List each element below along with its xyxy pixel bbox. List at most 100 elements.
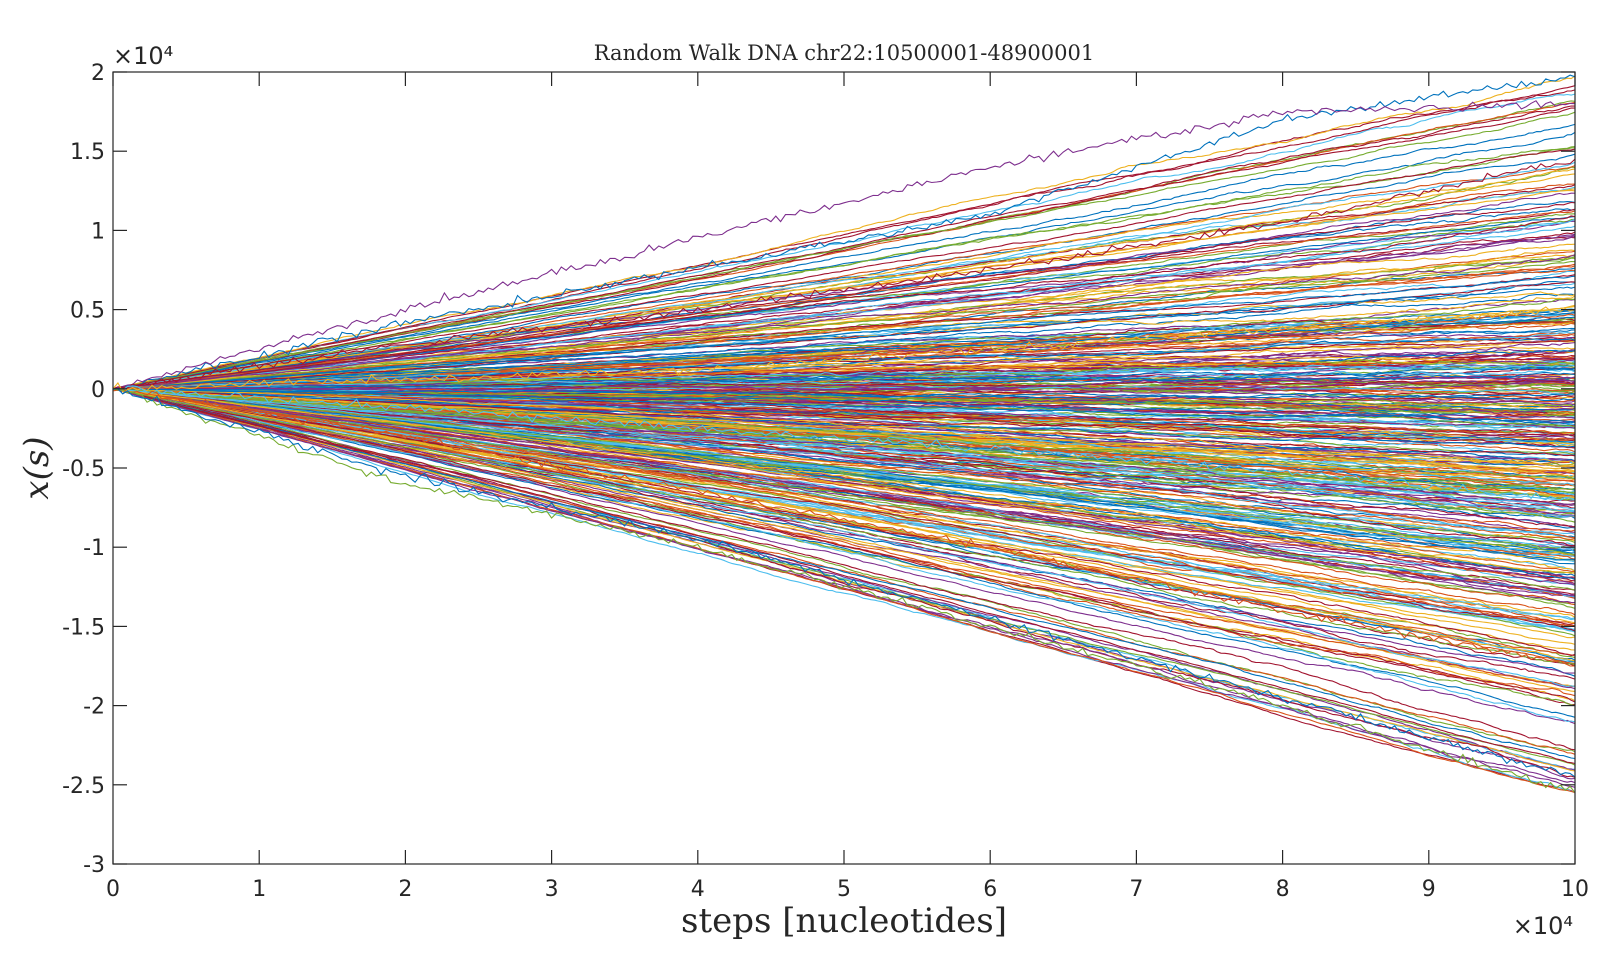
series-line xyxy=(112,366,1576,390)
series-line xyxy=(112,388,1576,464)
series-line-sample xyxy=(112,388,1576,778)
series-line xyxy=(112,388,1576,662)
y-tick-label: -2 xyxy=(83,695,105,720)
y-tick-label: -2.5 xyxy=(62,774,105,799)
series-line xyxy=(112,388,1576,784)
series-layer xyxy=(112,74,1576,794)
series-line xyxy=(112,388,1576,480)
series-line xyxy=(112,201,1576,390)
x-tick-label: 8 xyxy=(1276,877,1290,902)
series-line xyxy=(112,388,1576,456)
x-tick-label: 10 xyxy=(1561,877,1589,902)
series-line xyxy=(112,388,1576,434)
y-tick-label: -1.5 xyxy=(62,615,105,640)
x-tick-label: 0 xyxy=(106,877,120,902)
series-line xyxy=(112,388,1576,778)
series-line xyxy=(112,260,1576,390)
series-line xyxy=(112,388,1576,666)
y-tick-label: 1 xyxy=(91,219,105,244)
series-line xyxy=(112,148,1576,390)
series-line xyxy=(112,388,1576,760)
series-line xyxy=(112,220,1576,390)
x-axis-exponent: ×10⁴ xyxy=(1513,912,1573,940)
series-line-sample xyxy=(112,388,1575,667)
series-line xyxy=(112,168,1576,390)
series-line xyxy=(112,388,1576,616)
y-tick-label: -1 xyxy=(83,536,105,561)
x-tick-label: 2 xyxy=(398,877,412,902)
chart-title: Random Walk DNA chr22:10500001-48900001 xyxy=(594,41,1094,65)
series-line xyxy=(112,388,1576,723)
axes-layer: 0 1 2 3 4 5 6 7 8 9 10 2 1.5 1 0.5 0 -0.5 -1 -1.5 -2 -2.5 -3 xyxy=(62,61,1589,902)
series-line xyxy=(112,75,1576,390)
series-line xyxy=(112,388,1576,627)
series-line xyxy=(112,388,1576,718)
series-line xyxy=(112,249,1576,390)
series-line xyxy=(112,243,1576,390)
series-line-sample xyxy=(112,385,1576,501)
series-line xyxy=(112,210,1576,390)
series-line xyxy=(112,388,1576,765)
series-line xyxy=(112,388,1576,561)
series-line xyxy=(112,111,1576,390)
series-line xyxy=(112,388,1576,501)
series-line xyxy=(112,388,1576,620)
series-line xyxy=(112,263,1576,390)
series-line xyxy=(113,388,1576,424)
y-tick-label: 0.5 xyxy=(70,299,105,324)
series-line xyxy=(112,388,1576,544)
series-line-sample xyxy=(112,100,1576,389)
series-line xyxy=(112,388,1576,457)
series-line xyxy=(113,379,1576,394)
series-line xyxy=(112,359,1576,390)
series-line-sample xyxy=(112,74,1576,390)
series-line xyxy=(113,375,1576,391)
series-line xyxy=(112,281,1576,390)
series-line xyxy=(112,131,1576,390)
series-line xyxy=(112,161,1576,390)
series-line xyxy=(112,388,1576,780)
series-line xyxy=(112,388,1576,574)
series-line xyxy=(112,388,1576,561)
series-line xyxy=(112,316,1576,390)
y-tick-label: 1.5 xyxy=(70,140,105,165)
series-line xyxy=(112,388,1576,690)
x-tick-label: 3 xyxy=(545,877,559,902)
series-line xyxy=(112,355,1576,390)
series-line xyxy=(112,173,1576,390)
series-line xyxy=(112,275,1576,390)
series-line xyxy=(112,388,1576,597)
series-line xyxy=(112,388,1576,703)
series-line xyxy=(112,254,1576,390)
series-line xyxy=(112,281,1576,390)
y-tick-label: 2 xyxy=(91,61,105,86)
series-line xyxy=(112,388,1576,557)
series-line xyxy=(113,388,1576,400)
x-tick-label: 6 xyxy=(983,877,997,902)
y-tick-label: -3 xyxy=(83,853,105,878)
series-line xyxy=(112,218,1576,390)
series-line xyxy=(112,286,1576,390)
x-tick-label: 1 xyxy=(252,877,266,902)
series-line xyxy=(112,388,1576,618)
y-tick-label: -0.5 xyxy=(62,457,105,482)
y-tick-label: 0 xyxy=(91,378,105,403)
series-line xyxy=(112,215,1576,390)
series-line xyxy=(112,388,1576,547)
series-line xyxy=(112,388,1576,707)
series-line xyxy=(112,388,1576,751)
x-axis-label: steps [nucleotides] xyxy=(681,901,1007,941)
series-line xyxy=(112,388,1576,585)
series-line xyxy=(112,388,1576,688)
x-tick-label: 7 xyxy=(1129,877,1143,902)
series-line-sample xyxy=(112,306,1576,393)
series-line xyxy=(112,338,1576,390)
series-line xyxy=(112,388,1576,591)
series-line xyxy=(112,89,1576,390)
series-line xyxy=(112,201,1576,390)
x-tick-label: 5 xyxy=(837,877,851,902)
x-tick-label: 4 xyxy=(691,877,705,902)
x-tick-label: 9 xyxy=(1422,877,1436,902)
